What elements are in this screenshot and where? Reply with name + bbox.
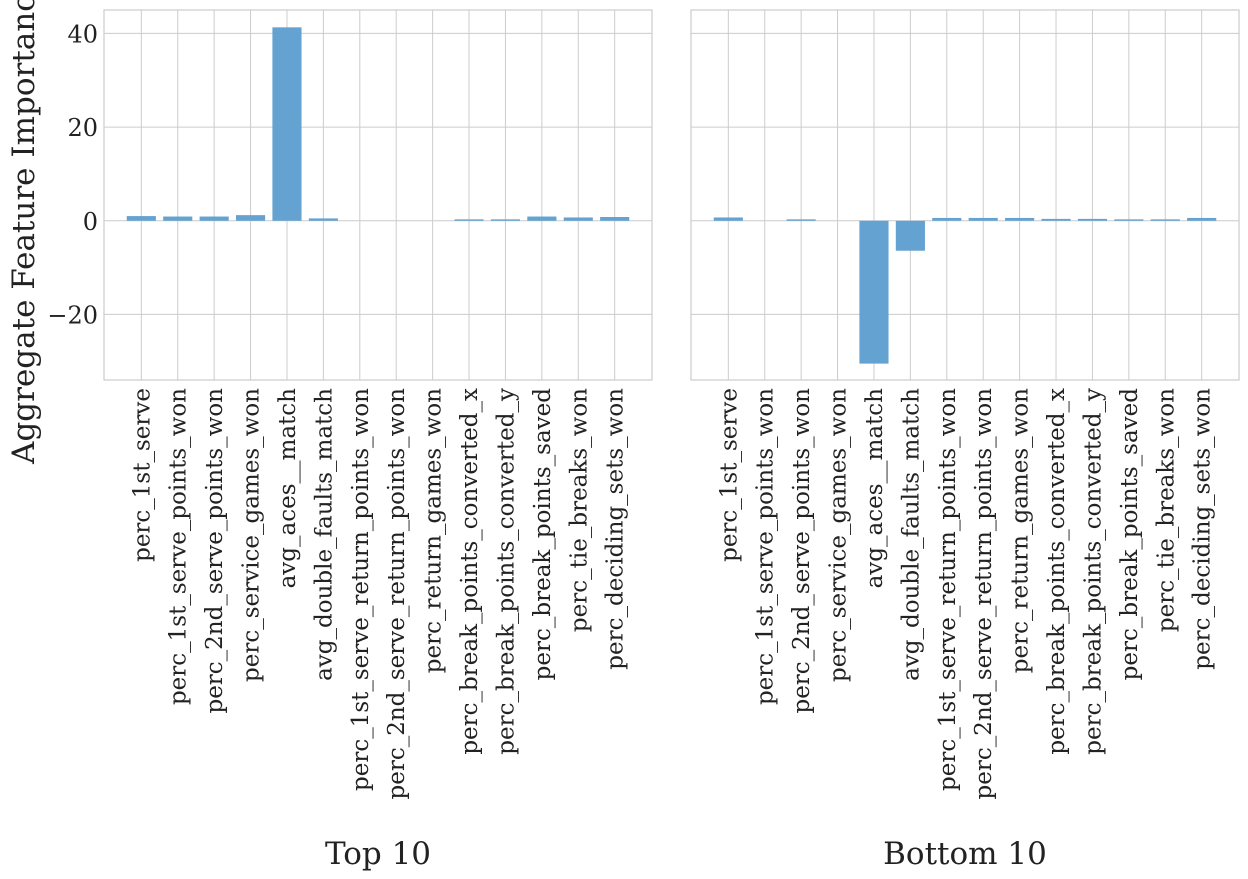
bar-perc-return-games-won <box>1005 217 1035 221</box>
x-tick-label: perc_1st_serve_return_points_won <box>348 388 374 791</box>
x-tick-label: perc_2nd_serve_return_points_won <box>971 388 997 800</box>
bar-avg-double-faults-match <box>895 220 925 251</box>
x-tick-label: perc_2nd_serve_return_points_won <box>384 388 410 800</box>
x-axis-label: Bottom 10 <box>883 836 1047 872</box>
x-tick-label: perc_break_points_converted_x <box>457 388 483 755</box>
bar-perc-deciding-sets-won <box>600 217 630 221</box>
x-tick-label: perc_return_games_won <box>421 388 447 673</box>
y-tick-label: 0 <box>83 208 98 236</box>
x-tick-label: perc_deciding_sets_won <box>603 388 629 670</box>
x-tick-label: perc_service_games_won <box>239 388 265 682</box>
x-tick-label: perc_1st_serve_return_points_won <box>935 388 961 791</box>
bar-perc-1st-serve-points-won <box>163 216 193 221</box>
x-tick-label: perc_break_points_converted_y <box>1080 388 1106 755</box>
plot-frame <box>690 9 1240 381</box>
x-tick-label: perc_1st_serve_points_won <box>166 388 192 705</box>
plot-area <box>104 10 652 380</box>
bar-perc-1st-serve <box>713 217 743 221</box>
x-tick-label: avg_aces__match <box>862 388 888 589</box>
bottom-10-panel: perc_1st_serve perc_1st_serve_points_won p… <box>690 9 1240 872</box>
x-tick-label: avg_aces__match <box>275 388 301 589</box>
x-tick-label: perc_1st_serve_points_won <box>753 388 779 705</box>
bar-perc-2nd-serve-points-won <box>199 216 229 221</box>
bar-perc-2nd-serve-return-points-won <box>968 217 998 221</box>
x-tick-label: perc_service_games_won <box>826 388 852 682</box>
x-tick-label: avg_double_faults_match <box>898 388 924 681</box>
x-tick-label: perc_deciding_sets_won <box>1190 388 1216 670</box>
bar-avg-double-faults-match <box>308 218 338 221</box>
plot-area <box>691 10 1239 380</box>
x-tick-label: perc_tie_breaks_won <box>566 388 592 632</box>
bar-perc-tie-breaks-won <box>1150 219 1180 221</box>
bar-perc-break-points-saved <box>527 216 557 221</box>
bar-avg-aces-match <box>859 220 889 364</box>
bar-perc-1st-serve <box>126 216 156 221</box>
plot-frame <box>103 9 653 381</box>
y-axis-label: Aggregate Feature Importance <box>6 0 42 465</box>
bar-perc-break-points-converted-x <box>1041 218 1071 221</box>
bar-perc-break-points-converted-x <box>454 219 484 221</box>
x-tick-label: perc_1st_serve <box>129 388 155 562</box>
x-tick-label: avg_double_faults_match <box>311 388 337 681</box>
x-tick-label: perc_2nd_serve_points_won <box>789 388 815 714</box>
x-tick-label: perc_break_points_converted_y <box>493 388 519 755</box>
bar-perc-break-points-converted-y <box>1077 218 1108 221</box>
bar-avg-aces-match <box>272 27 302 221</box>
bar-perc-1st-serve-return-points-won <box>932 217 962 221</box>
bar-perc-service-games-won <box>235 215 266 221</box>
y-tick-label: −20 <box>47 301 98 329</box>
x-tick-label: perc_1st_serve <box>716 388 742 562</box>
y-tick-label: 40 <box>67 20 98 48</box>
x-tick-label: perc_tie_breaks_won <box>1153 388 1179 632</box>
y-tick-label: 20 <box>67 114 98 142</box>
bar-perc-2nd-serve-points-won <box>786 219 816 221</box>
bar-perc-break-points-converted-y <box>490 219 521 221</box>
bar-perc-deciding-sets-won <box>1187 217 1217 221</box>
x-axis-label: Top 10 <box>325 836 431 872</box>
x-tick-label: perc_break_points_saved <box>1117 388 1143 681</box>
x-tick-label: perc_break_points_converted_x <box>1044 388 1070 755</box>
x-tick-label: perc_return_games_won <box>1008 388 1034 673</box>
x-tick-label: perc_break_points_saved <box>530 388 556 681</box>
bar-perc-tie-breaks-won <box>563 217 593 221</box>
bar-perc-break-points-saved <box>1114 219 1144 221</box>
x-tick-label: perc_2nd_serve_points_won <box>202 388 228 714</box>
top-10-panel: −20 0 20 40 perc_1st_serve perc_1st_serve_poi… <box>47 9 653 872</box>
